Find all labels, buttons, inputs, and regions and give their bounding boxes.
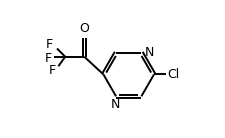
Text: Cl: Cl <box>167 68 179 81</box>
Text: F: F <box>46 38 53 51</box>
Text: F: F <box>48 64 55 77</box>
Text: N: N <box>144 46 153 59</box>
Text: N: N <box>110 98 119 111</box>
Text: O: O <box>79 22 89 35</box>
Text: F: F <box>44 52 51 65</box>
